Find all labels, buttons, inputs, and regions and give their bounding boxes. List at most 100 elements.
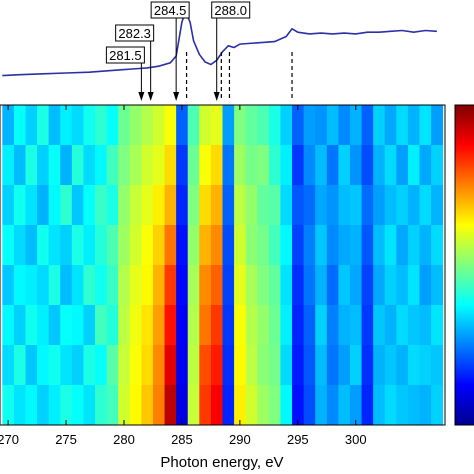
heat-cell [199,385,212,425]
heat-cell [141,185,154,226]
heat-cell [187,105,200,146]
heat-cell [210,305,223,346]
heat-cell [71,145,84,186]
heat-cell [396,185,409,226]
heat-cell [349,105,362,146]
heat-cell [257,305,270,346]
annotation-label: 288.0 [214,3,247,18]
heat-cell [280,105,293,146]
heat-cell [83,105,96,146]
heat-cell [245,345,258,386]
heat-cell [338,105,351,146]
heat-cell [407,225,420,266]
heat-cell [280,225,293,266]
heat-cell [280,185,293,226]
heat-cell [187,345,200,386]
heat-cell [280,305,293,346]
heat-cell [384,265,397,306]
heat-cell [373,225,386,266]
x-tick-label: 295 [287,432,309,447]
heat-cell [37,265,50,306]
heat-cell [60,385,73,425]
heat-cell [396,105,409,146]
heat-cell [2,305,15,346]
heat-cell [95,345,108,386]
heat-cell [303,385,316,425]
heat-cell [25,145,38,186]
heat-cell [2,105,15,146]
heat-cell [71,185,84,226]
heat-cell [106,185,119,226]
heat-cell [326,105,339,146]
heat-cell [222,305,235,346]
heat-cell [129,345,142,386]
heat-cell [199,185,212,226]
heat-cell [48,305,61,346]
heat-cell [176,385,189,425]
heat-cell [373,185,386,226]
heat-cell [199,305,212,346]
heat-cell [199,105,212,146]
heat-cell [152,145,165,186]
x-tick-label: 300 [345,432,367,447]
heat-cell [431,185,444,226]
heat-cell [338,225,351,266]
heat-cell [129,225,142,266]
heat-cell [2,385,15,425]
heat-cell [164,265,177,306]
x-tick-label: 275 [55,432,77,447]
heat-cell [176,225,189,266]
heat-cell [210,185,223,226]
heat-cell [419,305,432,346]
heat-cell [152,225,165,266]
heat-cell [234,185,247,226]
heat-cell [210,105,223,146]
heat-cell [338,145,351,186]
heat-cell [199,345,212,386]
heat-cell [245,185,258,226]
heat-cell [141,305,154,346]
heat-cell [71,305,84,346]
heat-cell [384,385,397,425]
heat-cell [292,225,305,266]
heat-cell [338,305,351,346]
heat-cell [303,185,316,226]
heat-cell [292,145,305,186]
heat-cell [280,265,293,306]
heat-cell [106,105,119,146]
heat-cell [349,185,362,226]
heat-cell [48,185,61,226]
heat-cell [373,265,386,306]
heat-cell [71,265,84,306]
heat-cell [25,305,38,346]
heat-cell [303,105,316,146]
heat-cell [71,385,84,425]
heat-cell [60,345,73,386]
heat-cell [60,105,73,146]
heat-cell [106,305,119,346]
arrow-head [138,92,145,101]
heat-cell [292,265,305,306]
heat-cell [199,225,212,266]
heat-cell [396,265,409,306]
arrow-head [147,92,154,101]
heat-cell [361,225,374,266]
x-axis-label: Photon energy, eV [160,454,283,471]
heat-cell [152,265,165,306]
heat-cell [338,185,351,226]
heat-cell [431,105,444,146]
heat-cell [210,145,223,186]
heat-cell [268,105,281,146]
colorbar [454,104,474,426]
heat-cell [349,305,362,346]
heat-cell [141,345,154,386]
heat-cell [234,105,247,146]
heat-cell [245,145,258,186]
heat-cell [431,385,444,425]
heat-cell [396,385,409,425]
heat-cell [222,225,235,266]
heat-cell [361,265,374,306]
heat-cell [257,385,270,425]
heat-cell [234,305,247,346]
